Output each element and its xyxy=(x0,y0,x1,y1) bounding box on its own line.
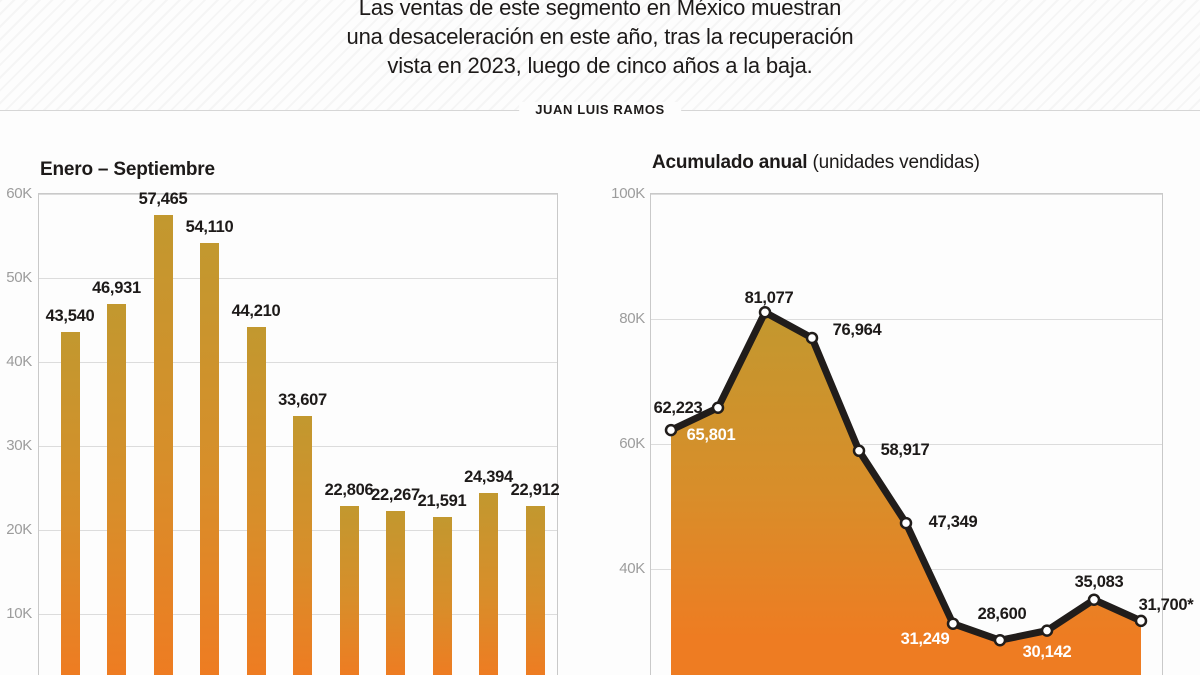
bar-value-label: 22,912 xyxy=(510,480,560,499)
area-chart-title-suffix: (unidades vendidas) xyxy=(812,152,980,173)
point-marker xyxy=(852,444,866,458)
bar xyxy=(200,243,219,675)
bar xyxy=(293,415,312,675)
gridline xyxy=(39,278,557,279)
point-marker xyxy=(946,617,960,630)
area-chart-title-bold: Acumulado anual xyxy=(652,152,808,173)
point-value-label: 62,223 xyxy=(653,399,703,418)
point-value-label: 76,964 xyxy=(832,320,882,339)
y-axis-tick: 60K xyxy=(6,185,32,202)
bar-value-label: 33,607 xyxy=(278,390,327,409)
point-marker xyxy=(993,634,1007,647)
bar-value-label: 57,465 xyxy=(138,190,188,209)
gridline xyxy=(651,319,1162,320)
area-chart-canvas xyxy=(664,306,1148,675)
bar xyxy=(386,510,405,675)
point-value-label: 65,801 xyxy=(686,425,736,444)
gridline xyxy=(651,444,1162,445)
y-axis-tick: 40K xyxy=(6,353,32,370)
y-axis-tick: 30K xyxy=(6,437,32,454)
intro-line: vista en 2023, luego de cinco años a la … xyxy=(387,53,813,78)
intro-line: Las ventas de este segmento en México mu… xyxy=(358,0,842,20)
point-marker xyxy=(758,306,772,319)
y-axis-tick: 50K xyxy=(6,269,32,286)
point-marker xyxy=(1087,593,1101,606)
area-chart-title: Acumulado anual (unidades vendidas) xyxy=(652,152,980,174)
bar xyxy=(246,326,266,675)
intro-text: Las ventas de este segmento en México mu… xyxy=(0,0,1200,80)
gridline xyxy=(39,362,557,363)
bar-chart-plot: 60K 50K 40K 30K 20K 10K 43,540 46,931 57,465 54,1… xyxy=(6,185,560,675)
bar xyxy=(432,516,452,675)
point-marker xyxy=(1134,614,1148,628)
area-fill xyxy=(671,312,1141,675)
point-value-label: 28,600 xyxy=(977,605,1027,624)
bar-value-label: 46,931 xyxy=(92,278,141,297)
point-value-label: 31,249 xyxy=(900,629,950,648)
bar xyxy=(107,303,126,675)
point-marker xyxy=(899,516,913,530)
point-value-label: 35,083 xyxy=(1074,572,1124,591)
y-axis-tick: 100K xyxy=(611,185,645,202)
bar xyxy=(339,506,359,675)
point-value-label: 81,077 xyxy=(744,289,794,308)
gridline xyxy=(39,194,557,195)
bar xyxy=(479,493,498,675)
bar-value-label: 43,540 xyxy=(45,307,95,326)
point-marker xyxy=(664,423,678,437)
point-value-label: 31,700* xyxy=(1138,595,1194,614)
point-value-label: 30,142 xyxy=(1022,642,1072,661)
byline: JUAN LUIS RAMOS xyxy=(519,102,681,117)
bar-value-label: 22,806 xyxy=(324,481,374,500)
hatched-header-background xyxy=(0,0,1200,110)
gridline xyxy=(651,194,1162,195)
bar xyxy=(525,505,545,675)
bar-value-label: 44,210 xyxy=(231,301,281,320)
bar xyxy=(60,332,80,675)
point-marker xyxy=(1040,624,1054,637)
area-chart-plot: 100K 80K 60K 40K 62,223 65,801 81,077 76,964 58,… xyxy=(611,185,1194,675)
bar-chart-title: Enero – Septiembre xyxy=(40,159,215,180)
y-axis-tick: 20K xyxy=(6,521,32,538)
bar-value-label: 21,591 xyxy=(417,491,467,510)
y-axis-tick: 40K xyxy=(619,560,645,577)
point-marker xyxy=(805,331,819,345)
intro-line: una desaceleración en este año, tras la … xyxy=(346,24,854,49)
bar xyxy=(153,215,173,675)
point-value-label: 58,917 xyxy=(880,440,930,459)
point-value-label: 47,349 xyxy=(928,513,978,532)
point-marker xyxy=(711,401,725,414)
y-axis-tick: 10K xyxy=(6,605,32,622)
y-axis-tick: 60K xyxy=(619,435,645,452)
bar-value-label: 54,110 xyxy=(185,218,234,237)
y-axis-tick: 80K xyxy=(619,310,645,327)
bar-value-label: 22,267 xyxy=(371,485,420,504)
bar-value-label: 24,394 xyxy=(464,468,513,487)
